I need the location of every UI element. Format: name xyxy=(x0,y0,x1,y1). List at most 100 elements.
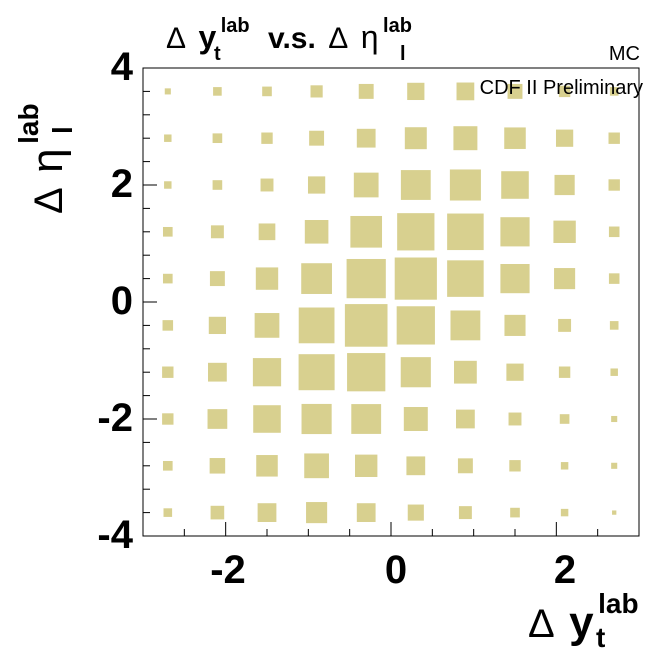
y-tick-label-4: 4 xyxy=(111,45,134,89)
heatmap-cell xyxy=(212,180,223,190)
heatmap-cell xyxy=(609,87,619,96)
heatmap-cell xyxy=(504,127,526,149)
heatmap-cell xyxy=(500,217,530,247)
heatmap-cell xyxy=(304,453,329,479)
heatmap-cell xyxy=(298,354,335,391)
heatmap-cell xyxy=(506,363,524,381)
heatmap-cell xyxy=(356,503,376,522)
xlabel-var: y xyxy=(569,598,594,647)
heatmap-cell xyxy=(501,171,529,199)
heatmap-cell xyxy=(252,358,282,387)
heatmap-cell xyxy=(397,213,435,251)
heatmap-cell xyxy=(400,357,431,388)
heatmap-cell xyxy=(608,132,620,144)
heatmap-boxes xyxy=(162,82,620,524)
title-var2-sup: lab xyxy=(383,15,412,37)
heatmap-cell xyxy=(351,404,382,434)
title-var2: η xyxy=(361,19,379,55)
heatmap-cell xyxy=(400,170,431,200)
heatmap-cell xyxy=(301,263,332,294)
heatmap-cell xyxy=(406,456,426,476)
title-delta-2: Δ xyxy=(328,22,348,55)
x-axis-label: Δ y lab t xyxy=(528,588,643,653)
heatmap-cell xyxy=(355,454,378,477)
heatmap-cell xyxy=(254,313,280,338)
heatmap-cell xyxy=(612,510,617,515)
y-axis-label: Δ η lab l xyxy=(13,99,78,214)
heatmap-cell xyxy=(394,257,437,300)
heatmap-cell xyxy=(608,273,620,284)
heatmap-cell xyxy=(260,178,274,192)
preliminary-label: CDF II Preliminary xyxy=(480,77,643,99)
heatmap-cell xyxy=(209,271,225,287)
heatmap-cell xyxy=(458,506,472,520)
title-var1: y xyxy=(199,19,217,55)
heatmap-cell xyxy=(309,130,325,146)
x-tick-label-2: 2 xyxy=(554,548,576,592)
heatmap-cell xyxy=(347,353,386,392)
heatmap-cell xyxy=(456,82,475,101)
y-tick-label-0: 0 xyxy=(111,279,133,323)
heatmap-cell xyxy=(447,213,484,251)
x-tick-label-neg2: -2 xyxy=(210,548,246,592)
y-tick-label-2: 2 xyxy=(111,162,133,206)
heatmap-cell xyxy=(407,82,425,101)
chart-title: Δ y lab t v.s. Δ η lab l xyxy=(166,15,416,65)
title-var1-sub: t xyxy=(214,43,221,65)
heatmap-cell xyxy=(307,176,326,194)
heatmap-cell xyxy=(253,405,281,433)
mc-label: MC xyxy=(609,43,640,65)
heatmap-cell xyxy=(500,263,530,294)
heatmap-cell xyxy=(304,220,329,244)
heatmap-cell xyxy=(213,87,222,96)
heatmap-cell xyxy=(350,215,383,248)
heatmap-cell xyxy=(162,273,173,284)
heatmap-cell xyxy=(163,508,173,517)
y-tick-label-neg4: -4 xyxy=(97,513,133,557)
heatmap-cell xyxy=(210,225,224,239)
heatmap-cell xyxy=(358,83,374,99)
heatmap-cell xyxy=(559,414,570,424)
heatmap-cell xyxy=(209,458,226,474)
heatmap-cell xyxy=(256,455,278,477)
heatmap-cell xyxy=(558,318,572,332)
heatmap-cell xyxy=(608,226,620,238)
title-var2-sub: l xyxy=(400,43,406,65)
heatmap-cell xyxy=(555,129,574,147)
heatmap-cell xyxy=(162,320,174,331)
heatmap-cell xyxy=(447,260,484,297)
xlabel-sup: lab xyxy=(598,588,638,619)
heatmap-cell xyxy=(346,258,386,299)
heatmap-cell xyxy=(449,169,481,201)
heatmap-cell xyxy=(553,220,576,243)
heatmap-cell xyxy=(396,306,435,345)
heatmap-cell xyxy=(212,133,223,144)
heatmap-cell xyxy=(255,267,279,290)
heatmap-cell xyxy=(162,460,173,471)
heatmap-cell xyxy=(258,223,276,241)
heatmap-cell xyxy=(609,321,619,330)
heatmap-cell xyxy=(610,368,618,376)
ylabel-var: η xyxy=(23,148,72,172)
heatmap-cell xyxy=(356,128,376,148)
heatmap-cell xyxy=(554,268,576,290)
heatmap-cell xyxy=(456,409,475,429)
heatmap-cell xyxy=(404,127,427,150)
heatmap-cell xyxy=(298,307,335,344)
heatmap-cell xyxy=(164,134,172,142)
heatmap-cell xyxy=(208,316,227,335)
title-var1-sup: lab xyxy=(221,15,250,37)
heatmap-cell xyxy=(560,508,569,517)
heatmap-cell xyxy=(164,88,171,95)
title-delta-1: Δ xyxy=(166,22,186,55)
heatmap-cell xyxy=(353,172,379,198)
heatmap-cell xyxy=(457,458,473,474)
heatmap-cell xyxy=(210,505,225,520)
heatmap-cell xyxy=(208,362,227,382)
heatmap-cell xyxy=(207,409,228,429)
heatmap-cell xyxy=(306,502,328,524)
heatmap-cell xyxy=(558,85,571,98)
xlabel-sub: t xyxy=(596,622,605,653)
heatmap-cell xyxy=(403,407,428,431)
